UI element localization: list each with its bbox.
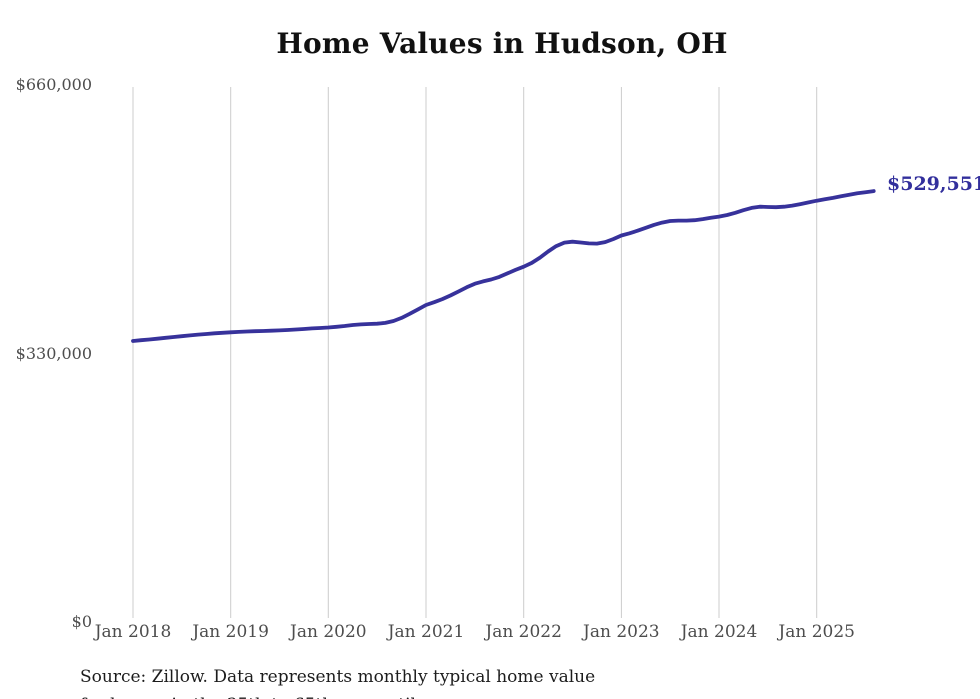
x-tick-label: Jan 2019: [192, 622, 269, 642]
x-tick-label: Jan 2020: [290, 622, 367, 642]
chart-title: Home Values in Hudson, OH: [276, 27, 728, 60]
source-attribution-clipped: for homes in the 35th to 65th percentile…: [80, 695, 482, 699]
x-tick-label: Jan 2021: [387, 622, 465, 642]
latest-value-label: $529,551: [887, 173, 980, 195]
x-tick-label: Jan 2025: [778, 622, 855, 642]
x-tick-label: Jan 2023: [583, 622, 660, 642]
source-attribution: Source: Zillow. Data represents monthly …: [80, 667, 596, 687]
x-tick-label: Jan 2024: [680, 622, 758, 642]
x-tick-label: Jan 2018: [94, 622, 172, 642]
y-tick-label: $330,000: [15, 343, 92, 363]
x-tick-label: Jan 2022: [485, 622, 562, 642]
home-value-line-series: [131, 189, 876, 343]
year-gridlines: [132, 87, 818, 618]
y-tick-label: $660,000: [15, 75, 92, 94]
y-tick-label: $0: [71, 612, 92, 631]
